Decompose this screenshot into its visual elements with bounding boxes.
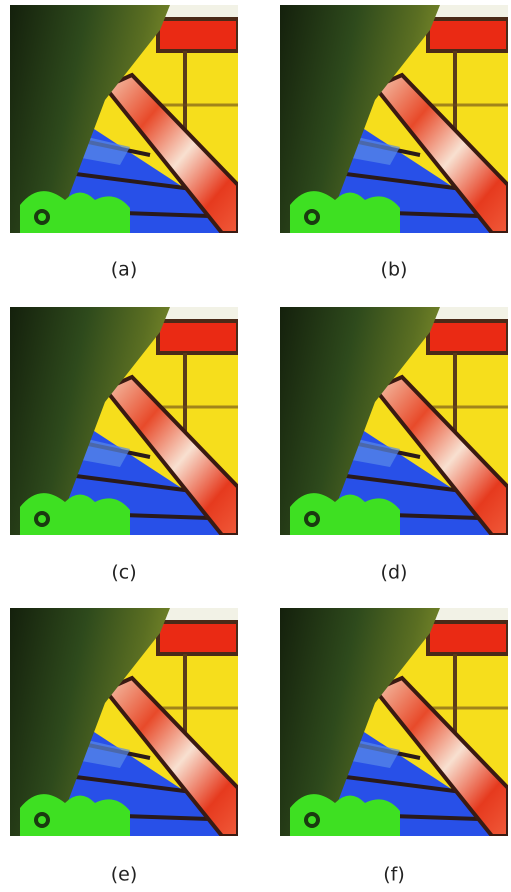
- panel-image: [10, 608, 238, 836]
- panel-image: [280, 5, 508, 233]
- panel-label: (d): [381, 562, 408, 584]
- panel-image: [10, 307, 238, 535]
- panel-label: (f): [383, 864, 405, 886]
- panel-label: (a): [111, 259, 137, 281]
- panel-grid: (a) (b) (c) (d) (e) (f): [10, 5, 508, 886]
- panel-label: (b): [381, 259, 408, 281]
- panel-image: [280, 608, 508, 836]
- panel-label: (e): [111, 864, 138, 886]
- panel-image: [280, 307, 508, 535]
- figure: (a) (b) (c) (d) (e) (f): [0, 0, 511, 888]
- panel-label: (c): [111, 562, 136, 584]
- panel-image: [10, 5, 238, 233]
